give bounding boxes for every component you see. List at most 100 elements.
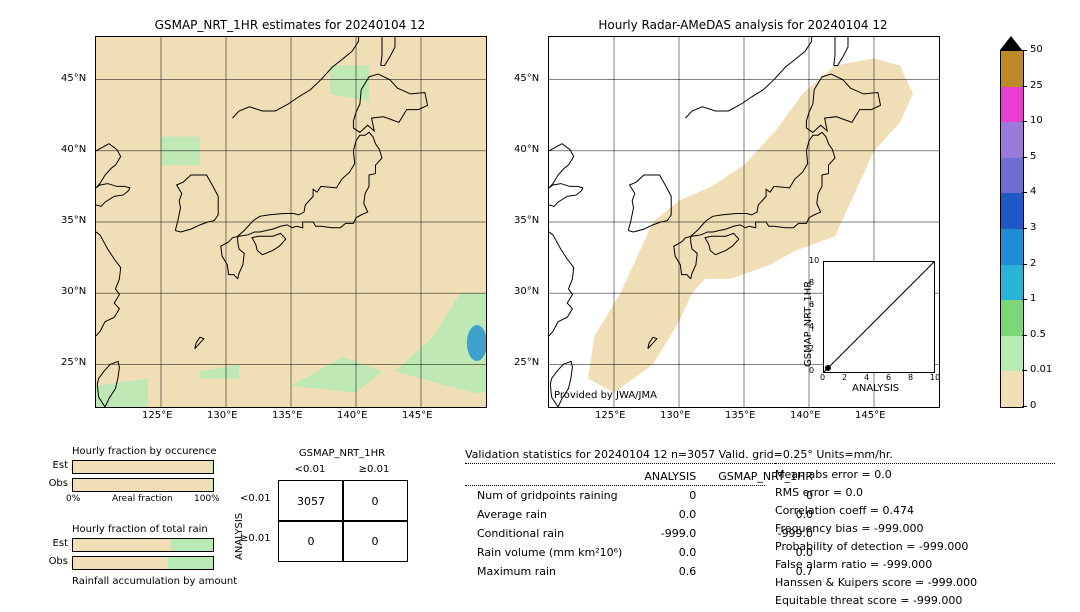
mini-bar-title: Hourly fraction by occurence bbox=[72, 446, 216, 457]
left-panel-title: GSMAP_NRT_1HR estimates for 20240104 12 bbox=[95, 18, 485, 32]
inset-ytick: 10 bbox=[809, 256, 819, 265]
lon-tick-label: 135°E bbox=[272, 410, 302, 421]
contingency-title: GSMAP_NRT_1HR bbox=[278, 448, 406, 459]
stats-rule-right bbox=[775, 463, 1055, 464]
colorbar-tick-label: 25 bbox=[1030, 80, 1043, 91]
colorbar-segment bbox=[1001, 193, 1023, 229]
contingency-cell: 0 bbox=[342, 480, 408, 522]
stats-val-analysis: 0 bbox=[634, 487, 706, 504]
stats-header: Validation statistics for 20240104 12 n=… bbox=[465, 448, 893, 461]
colorbar-tick-label: 50 bbox=[1030, 44, 1043, 55]
mini-bar-axis-0: 0% bbox=[66, 494, 80, 504]
colorbar-segment bbox=[1001, 300, 1023, 336]
stats-val-analysis: 0.0 bbox=[634, 544, 706, 561]
stats-metric-line: Probability of detection = -999.000 bbox=[775, 538, 977, 556]
mini-bar-title: Hourly fraction of total rain bbox=[72, 524, 208, 535]
lon-tick-label: 140°E bbox=[337, 410, 367, 421]
contingency-cell: 3057 bbox=[278, 480, 344, 522]
inset-xtick: 2 bbox=[842, 373, 847, 382]
colorbar-over-triangle bbox=[1000, 36, 1022, 50]
stats-row-label: Num of gridpoints raining bbox=[467, 487, 632, 504]
lon-tick-label: 130°E bbox=[660, 410, 690, 421]
stats-metric-line: Mean abs error = 0.0 bbox=[775, 466, 977, 484]
mini-bar bbox=[72, 478, 214, 492]
inset-xtick: 4 bbox=[864, 373, 869, 382]
mini-bar bbox=[72, 538, 214, 552]
colorbar-segment bbox=[1001, 158, 1023, 194]
stats-val-analysis: 0.0 bbox=[634, 506, 706, 523]
lat-tick-label: 25°N bbox=[514, 357, 539, 368]
colorbar-tick-label: 4 bbox=[1030, 186, 1036, 197]
lat-tick-label: 40°N bbox=[514, 144, 539, 155]
lat-tick-label: 25°N bbox=[61, 357, 86, 368]
colorbar-tick-label: 0.5 bbox=[1030, 329, 1046, 340]
stats-val-analysis: 0.6 bbox=[634, 563, 706, 580]
stats-rule-sub bbox=[465, 485, 765, 486]
stats-metric-line: Correlation coeff = 0.474 bbox=[775, 502, 977, 520]
colorbar-tick-label: 1 bbox=[1030, 293, 1036, 304]
lat-tick-label: 35°N bbox=[514, 215, 539, 226]
stats-metric-line: Hanssen & Kuipers score = -999.000 bbox=[775, 574, 977, 592]
inset-xtick: 6 bbox=[886, 373, 891, 382]
colorbar-tick-label: 3 bbox=[1030, 222, 1036, 233]
lon-tick-label: 145°E bbox=[402, 410, 432, 421]
lon-tick-label: 140°E bbox=[790, 410, 820, 421]
right-map-footer: Provided by JWA/JMA bbox=[554, 390, 657, 401]
colorbar-segment bbox=[1001, 87, 1023, 123]
lon-tick-label: 145°E bbox=[855, 410, 885, 421]
stats-row-label: Conditional rain bbox=[467, 525, 632, 542]
lat-tick-label: 30°N bbox=[514, 286, 539, 297]
mini-bar bbox=[72, 460, 214, 474]
mini-bar-axis-100: 100% bbox=[194, 494, 220, 504]
lat-tick-label: 30°N bbox=[61, 286, 86, 297]
stats-table: ANALYSISGSMAP_NRT_1HRNum of gridpoints r… bbox=[465, 466, 825, 582]
colorbar-tick-label: 10 bbox=[1030, 115, 1043, 126]
lat-tick-label: 35°N bbox=[61, 215, 86, 226]
stats-row-label: Average rain bbox=[467, 506, 632, 523]
lat-tick-label: 40°N bbox=[61, 144, 86, 155]
contingency-cell: 0 bbox=[342, 520, 408, 562]
colorbar-segment bbox=[1001, 229, 1023, 265]
colorbar-tick-label: 5 bbox=[1030, 151, 1036, 162]
left-map bbox=[95, 36, 487, 408]
colorbar bbox=[1000, 50, 1024, 408]
inset-xtick: 10 bbox=[930, 373, 940, 382]
inset-ylabel: GSMAP_NRT_1HR bbox=[803, 281, 814, 367]
lat-tick-label: 45°N bbox=[514, 73, 539, 84]
colorbar-segment bbox=[1001, 122, 1023, 158]
inset-xtick: 0 bbox=[820, 373, 825, 382]
page-root: { "panel_left": { "title": "GSMAP_NRT_1H… bbox=[0, 0, 1080, 612]
mini-bar bbox=[72, 556, 214, 570]
right-panel-title: Hourly Radar-AMeDAS analysis for 2024010… bbox=[548, 18, 938, 32]
colorbar-segment bbox=[1001, 336, 1023, 372]
colorbar-tick-label: 2 bbox=[1030, 258, 1036, 269]
mini-bar-row-label: Obs bbox=[40, 556, 68, 567]
inset-scatter bbox=[823, 261, 935, 373]
lon-tick-label: 130°E bbox=[207, 410, 237, 421]
stats-col-header: ANALYSIS bbox=[634, 468, 706, 485]
contingency-col-header: <0.01 bbox=[278, 464, 342, 475]
stats-row-label: Maximum rain bbox=[467, 563, 632, 580]
colorbar-segment bbox=[1001, 265, 1023, 301]
lon-tick-label: 125°E bbox=[142, 410, 172, 421]
mini-bar-row-label: Est bbox=[40, 460, 68, 471]
lon-tick-label: 125°E bbox=[595, 410, 625, 421]
stats-metric-line: False alarm ratio = -999.000 bbox=[775, 556, 977, 574]
contingency-row-title: ANALYSIS bbox=[234, 513, 245, 560]
colorbar-tick-label: 0.01 bbox=[1030, 364, 1052, 375]
stats-val-analysis: -999.0 bbox=[634, 525, 706, 542]
stats-metric-line: Equitable threat score = -999.000 bbox=[775, 592, 977, 610]
lat-tick-label: 45°N bbox=[61, 73, 86, 84]
colorbar-segment bbox=[1001, 371, 1023, 407]
inset-xtick: 8 bbox=[908, 373, 913, 382]
contingency-row-label: <0.01 bbox=[240, 493, 271, 504]
mini-bar-axis-mid: Areal fraction bbox=[112, 494, 173, 504]
lon-tick-label: 135°E bbox=[725, 410, 755, 421]
stats-row-label: Rain volume (mm km²10⁶) bbox=[467, 544, 632, 561]
mini-bar-row-label: Est bbox=[40, 538, 68, 549]
stats-metric-line: Frequency bias = -999.000 bbox=[775, 520, 977, 538]
mini-accum-title: Rainfall accumulation by amount bbox=[72, 576, 237, 587]
colorbar-segment bbox=[1001, 51, 1023, 87]
mini-bar-row-label: Obs bbox=[40, 478, 68, 489]
stats-right-list: Mean abs error = 0.0RMS error = 0.0Corre… bbox=[775, 466, 977, 610]
